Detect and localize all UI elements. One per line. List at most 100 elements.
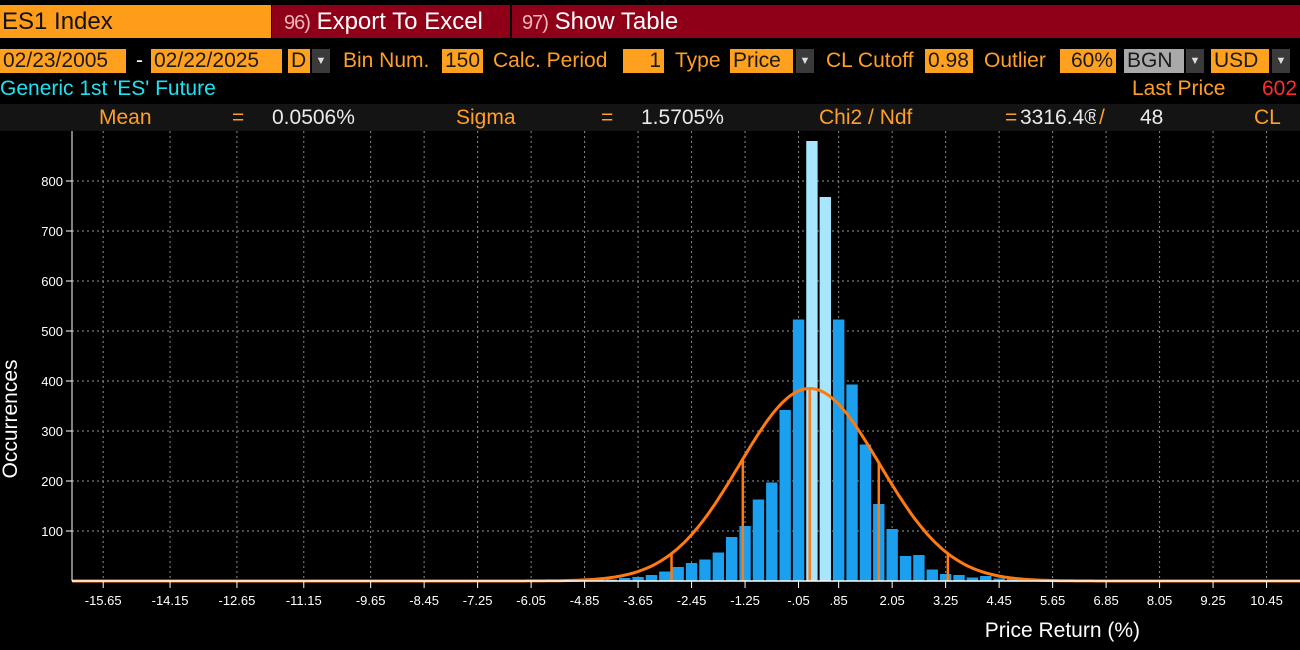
date-separator: - xyxy=(136,49,143,72)
x-tick-label: -1.25 xyxy=(730,593,760,608)
x-tick-label: 9.25 xyxy=(1200,593,1225,608)
x-tick-label: -6.05 xyxy=(516,593,546,608)
parameters-row: 02/23/2005 - 02/22/2025 D ▼ Bin Num. 150… xyxy=(0,47,1300,75)
histogram-bar xyxy=(980,576,992,581)
y-tick-label: 400 xyxy=(41,374,63,389)
type-label: Type xyxy=(675,49,721,72)
histogram-bars xyxy=(578,141,1059,581)
bin-num-field[interactable]: 150 xyxy=(442,49,483,73)
histogram-bar xyxy=(1006,579,1019,581)
statistics-row: Mean = 0.0506% Sigma = 1.5705% Chi2 / Nd… xyxy=(0,104,1300,131)
x-tick-label: 10.45 xyxy=(1250,593,1283,608)
x-axis-label: Price Return (%) xyxy=(985,619,1140,642)
histogram-bar xyxy=(645,575,658,581)
outlier-label: Outlier xyxy=(984,49,1046,72)
histogram-bar xyxy=(739,526,751,581)
currency-field[interactable]: USD xyxy=(1211,49,1269,73)
y-tick-label: 200 xyxy=(41,474,63,489)
gridlines xyxy=(72,131,1300,581)
x-tick-label: -8.45 xyxy=(409,593,439,608)
histogram-bar xyxy=(859,444,872,581)
y-tick-label: 300 xyxy=(41,424,63,439)
chi2-ndf-separator: / xyxy=(1099,106,1105,129)
currency-dropdown-icon[interactable]: ▼ xyxy=(1272,49,1290,73)
histogram-bar xyxy=(752,499,765,581)
calc-period-field[interactable]: 1 xyxy=(623,49,664,73)
type-dropdown-icon[interactable]: ▼ xyxy=(796,49,814,73)
chi2-equals: = xyxy=(1005,106,1018,129)
export-button-label: Export To Excel xyxy=(316,8,483,35)
x-tick-label: 6.85 xyxy=(1093,593,1118,608)
source-field[interactable]: BGN xyxy=(1124,49,1184,73)
calc-period-label: Calc. Period xyxy=(493,49,608,72)
x-tick-label: -7.25 xyxy=(463,593,493,608)
x-tick-label: -12.65 xyxy=(218,593,255,608)
mean-label: Mean xyxy=(99,106,152,129)
x-tick-label: 5.65 xyxy=(1040,593,1065,608)
histogram-bar xyxy=(619,578,631,581)
start-date-field[interactable]: 02/23/2005 xyxy=(0,49,126,73)
cl-cutoff-field[interactable]: 0.98 xyxy=(925,49,973,73)
histogram-bar xyxy=(953,575,965,581)
x-tick-label: 4.45 xyxy=(986,593,1011,608)
histogram-bar xyxy=(779,410,791,581)
histogram-bar xyxy=(659,571,671,581)
histogram-bar xyxy=(846,384,858,581)
x-tick-label: -14.15 xyxy=(152,593,189,608)
x-tick-label: .85 xyxy=(830,593,848,608)
x-tick-label: 2.05 xyxy=(879,593,904,608)
sigma-label: Sigma xyxy=(456,106,516,129)
x-tick-label: -2.45 xyxy=(677,593,707,608)
y-tick-label: 500 xyxy=(41,324,63,339)
show-table-button[interactable]: 97) Show Table xyxy=(512,5,704,38)
histogram-bar xyxy=(699,559,711,581)
function-bar: ES1 Index 96) Export To Excel 97) Show T… xyxy=(0,0,1300,38)
end-date-field[interactable]: 02/22/2025 xyxy=(151,49,282,73)
histogram-bar xyxy=(685,563,698,581)
y-tick-label: 700 xyxy=(41,224,63,239)
mean-equals: = xyxy=(232,106,245,129)
histogram-bar xyxy=(726,537,738,581)
histogram-bar xyxy=(672,567,684,581)
histogram-bar xyxy=(899,556,912,581)
histogram-bar xyxy=(832,319,845,581)
chi2-value: 3316.4® xyxy=(1020,106,1096,129)
x-tick-label: -3.65 xyxy=(623,593,653,608)
source-dropdown-icon[interactable]: ▼ xyxy=(1186,49,1204,73)
histogram-bar xyxy=(913,555,925,581)
type-field[interactable]: Price xyxy=(730,49,793,73)
last-price-value: 602 xyxy=(1262,77,1298,100)
export-to-excel-button[interactable]: 96) Export To Excel xyxy=(274,5,512,38)
x-tick-label: -.05 xyxy=(787,593,809,608)
export-button-number: 96) xyxy=(284,12,311,34)
histogram-bar xyxy=(712,552,725,581)
histogram-bar xyxy=(632,577,644,581)
bin-num-label: Bin Num. xyxy=(343,49,430,72)
histogram-bar xyxy=(792,319,805,581)
security-row: Generic 1st 'ES' Future Last Price 602 xyxy=(0,77,1300,101)
chi2-ndf-label: Chi2 / Ndf xyxy=(819,106,913,129)
x-tick-label: 8.05 xyxy=(1147,593,1172,608)
x-tick-label: -9.65 xyxy=(356,593,386,608)
histogram-bar xyxy=(766,482,778,581)
last-price-label: Last Price xyxy=(1132,77,1226,100)
security-name: Generic 1st 'ES' Future xyxy=(0,77,216,100)
mean-value: 0.0506% xyxy=(272,106,355,129)
y-tick-label: 600 xyxy=(41,274,63,289)
histogram-bar xyxy=(966,577,979,581)
histogram-bar xyxy=(939,574,952,581)
histogram-bar xyxy=(806,141,818,581)
axes: 100 200 300 400 500 600 700 800 -15.65 -14.15 -12.… xyxy=(41,131,1300,608)
ticker-field[interactable]: ES1 Index xyxy=(0,5,271,38)
show-table-button-label: Show Table xyxy=(554,8,679,35)
y-axis-label: Occurrences xyxy=(0,359,22,478)
cl-label: CL xyxy=(1254,106,1281,129)
histogram-chart: 100 200 300 400 500 600 700 800 -15.65 -14.15 -12.… xyxy=(0,131,1300,642)
button-divider xyxy=(510,5,512,38)
outlier-field[interactable]: 60% xyxy=(1060,49,1116,73)
periodicity-dropdown-icon[interactable]: ▼ xyxy=(312,49,330,73)
periodicity-field[interactable]: D xyxy=(288,49,310,73)
x-tick-label: -11.15 xyxy=(286,593,322,608)
show-table-button-number: 97) xyxy=(522,12,549,34)
function-bar-background xyxy=(272,5,1300,38)
